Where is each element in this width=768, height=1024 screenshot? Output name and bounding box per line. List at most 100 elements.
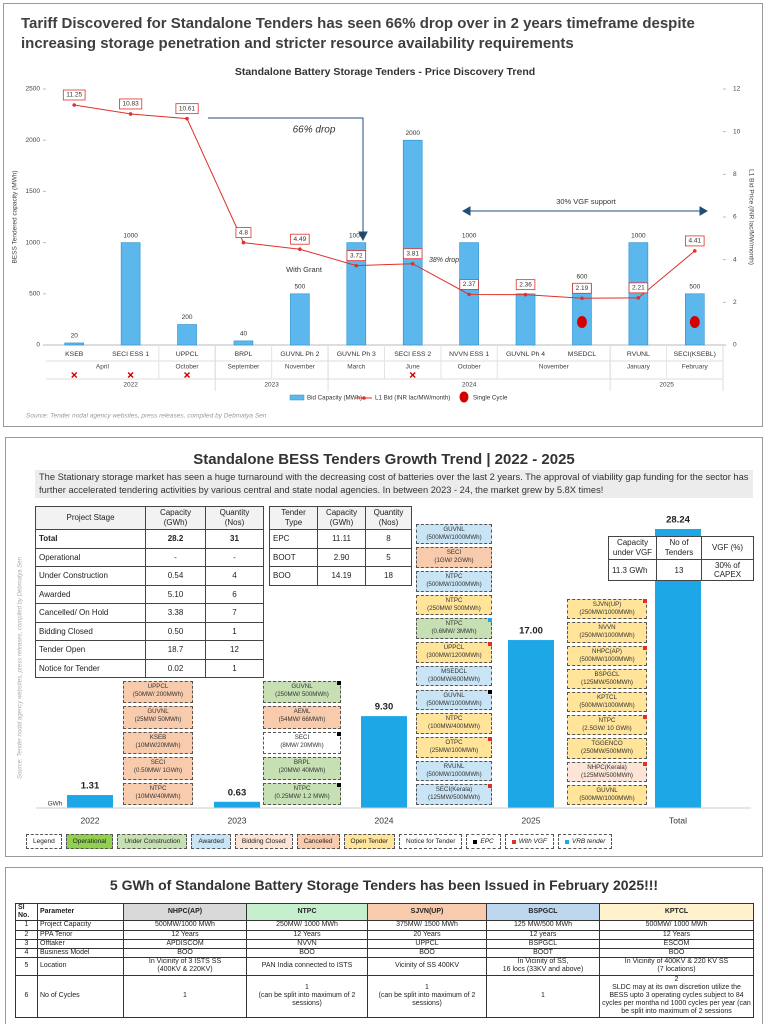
tender-name: NTPC — [445, 620, 463, 628]
tender-box: NTPC (500MW/1000MWh) — [416, 571, 492, 592]
y-tick-label: 2500 — [26, 86, 41, 93]
y2-tick-label: 10 — [733, 128, 741, 135]
table-cell: Total — [35, 529, 146, 549]
growth-panel: Source: Tender nodal agency websites, pr… — [5, 437, 763, 857]
bar — [290, 293, 310, 346]
tender-box: NTPC (250MW/ 500MWh) — [416, 594, 492, 616]
legend-item: VRB tender — [557, 834, 613, 849]
panel-title: Standalone BESS Tenders Growth Trend | 2… — [193, 451, 575, 468]
table-cell: 500MW/1000 MWh — [123, 920, 247, 931]
tender-name: GUVNL — [596, 786, 618, 794]
tender-spec: (2.5GW/ 10 GWh) — [582, 725, 632, 733]
y-tick-label: 1500 — [26, 188, 41, 195]
panel-title: 5 GWh of Standalone Battery Storage Tend… — [109, 877, 659, 893]
month-label: September — [228, 364, 261, 371]
table-row: 2 PPA Tenor 12 Years 12 Years 20 Years 12 yea… — [15, 929, 754, 940]
tender-box: BRPL (20MW/ 40MWh) — [263, 757, 341, 780]
source: Source: Tender nodal agency websites, pr… — [26, 413, 267, 420]
y2-tick-label: 2 — [733, 299, 737, 306]
tender-box: NTPC (0.25MW/ 1.2 MWh) — [263, 782, 341, 805]
month-label: November — [539, 364, 570, 371]
tender-spec: (500MW/1000MWh) — [426, 581, 482, 588]
table-cell: 12 years — [486, 929, 600, 940]
tender-marker — [488, 784, 492, 789]
tender-name: MSEDCL — [441, 667, 467, 675]
tender-spec: (500MW/1000MWh) — [426, 770, 482, 778]
cross-stroke — [184, 372, 191, 378]
table-cell: 0.50 — [145, 621, 206, 641]
tender-box: KPTCL (500MW/1000MWh) — [567, 692, 647, 713]
table-cell: 125 MW/500 MWh — [486, 920, 600, 931]
header-cell: No of Tenders — [656, 536, 702, 560]
bar — [120, 242, 141, 346]
x-tick-label: MSEDCL — [568, 351, 597, 358]
table-cell: 1 — [486, 974, 600, 1018]
price-panel: Tariff Discovered for Standalone Tenders… — [3, 3, 763, 427]
table-cell: Cancelled/ On Hold — [35, 603, 146, 623]
tender-name: AEML — [293, 708, 311, 715]
tender-name: GUVNL — [443, 525, 465, 533]
month-label: June — [406, 364, 420, 371]
x-tick-label: GUVNL Ph 2 — [280, 351, 319, 358]
table-cell: Notice for Tender — [35, 658, 146, 678]
month-label: January — [627, 364, 651, 371]
legend-label: EPC — [480, 838, 494, 845]
x-tick-label: 2024 — [375, 815, 394, 825]
tender-box: BSPGCL (125MW/500MWh) — [567, 668, 647, 689]
month-label: April — [96, 364, 110, 371]
tender-box: KSEB (10MW/20MWh) — [123, 731, 193, 754]
x-tick-label: 2023 — [228, 815, 247, 825]
bar-value-label: 500 — [689, 284, 700, 291]
line-point — [410, 261, 415, 266]
line-value-label: 3.72 — [350, 252, 363, 259]
cross-stroke — [409, 372, 416, 378]
bar — [67, 795, 113, 808]
arrowhead — [461, 206, 471, 216]
header-cell: Parameter — [37, 902, 124, 922]
table-row: Under Construction 0.54 4 — [35, 566, 264, 586]
legend-item: Operational — [65, 834, 114, 849]
tender-spec: (20MW/ 40MWh) — [278, 767, 326, 774]
source: Source: Tender nodal agency websites, pr… — [18, 556, 24, 779]
table-cell: 5.10 — [145, 584, 206, 604]
tender-table: Sl No. Parameter NHPC(AP) NTPC SJVN(UP) BSPGC… — [15, 902, 754, 1018]
tender-name: UPPCL — [147, 682, 169, 690]
tender-panel: 5 GWh of Standalone Battery Storage Tend… — [5, 867, 763, 1024]
tender-marker — [488, 618, 492, 623]
table-row: Awarded 5.10 6 — [35, 584, 264, 604]
tender-name: SECI — [446, 549, 462, 557]
legend-swatch — [564, 839, 569, 844]
single-cycle-marker — [689, 316, 700, 328]
legend-swatch — [459, 391, 469, 403]
table-row: Operational - - — [35, 547, 264, 567]
tender-spec: (0.50MW/ 1GWh) — [133, 767, 183, 774]
tender-spec: (10MW/40MWh) — [135, 792, 181, 800]
tender-box: SJVN(UP) (250MW/1000MWh) — [567, 599, 647, 620]
x-tick-label: 2022 — [81, 815, 100, 825]
table-cell: 250MW/ 1000 MWh — [246, 920, 368, 931]
bar — [628, 242, 649, 346]
table-cell: 12 — [205, 640, 264, 660]
table-cell: BOO — [367, 948, 487, 959]
x-tick-label: SECI ESS 1 — [112, 351, 149, 358]
year-label: 2022 — [123, 382, 138, 389]
arrowhead — [699, 206, 709, 216]
table-cell: 12 Years — [123, 929, 247, 940]
chart-title: Standalone Battery Storage Tenders - Pri… — [235, 66, 535, 78]
legend-label: Bidding Closed — [241, 838, 286, 845]
header-row: Capacity under VGF No of Tenders VGF (%) — [608, 536, 754, 560]
line-value-label: 4.41 — [688, 238, 701, 245]
value-label-box — [402, 248, 423, 260]
table-cell: 6 — [205, 584, 264, 604]
line-point — [580, 296, 584, 301]
bar-value-label: 1000 — [349, 232, 364, 239]
y2-axis-title: L1 Bid Price (INR lac/MW/month) — [747, 169, 754, 265]
tender-spec: (250MW/ 500MWh) — [275, 690, 329, 698]
legend-label: Notice for Tender — [405, 838, 456, 845]
x-tick-label: KSEB — [65, 351, 84, 358]
header-cell: Quantity (Nos) — [365, 506, 412, 530]
value-label-box — [628, 282, 649, 294]
line-point — [128, 112, 133, 116]
tender-box: AEML (54MW/ 66MWh) — [263, 706, 341, 729]
table-cell: 31 — [205, 529, 264, 549]
